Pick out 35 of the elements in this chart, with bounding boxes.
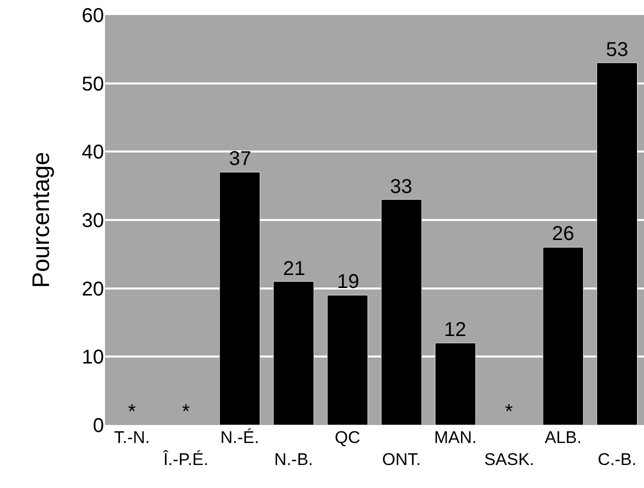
data-label: 26 [552, 223, 574, 245]
bar [596, 62, 638, 425]
y-tick-label: 40 [82, 142, 104, 164]
x-tick-label: T.-N. [114, 428, 150, 447]
bar [542, 247, 584, 425]
data-label: 12 [444, 319, 466, 341]
x-tick-label: Î.-P.É. [162, 450, 208, 470]
y-tick-label: 0 [92, 415, 104, 437]
x-tick-label: ALB. [544, 428, 582, 447]
text: * [182, 401, 190, 423]
bar [380, 199, 422, 425]
x-tick-label: N.-É. [220, 428, 260, 447]
x-tick-label: N.-B. [274, 450, 314, 470]
y-tick-label: 50 [82, 73, 104, 96]
bar [327, 294, 368, 425]
data-label: 19 [337, 271, 360, 293]
bar [434, 342, 476, 425]
y-axis-title: Pourcentage [28, 152, 55, 288]
data-label: 37 [229, 148, 252, 170]
y-tick-label: 10 [82, 346, 104, 369]
text: * [128, 401, 136, 423]
bar [273, 281, 314, 425]
bar [219, 172, 260, 425]
data-label: 33 [390, 176, 412, 198]
data-label: 53 [606, 39, 628, 61]
data-label: 21 [283, 258, 306, 280]
text: * [505, 401, 513, 423]
y-tick-label: 60 [82, 5, 104, 27]
y-tick-label: 20 [82, 278, 104, 300]
x-tick-label: C.-B. [598, 450, 636, 470]
x-tick-label: ONT. [382, 450, 421, 470]
x-tick-label: SASK. [484, 450, 534, 470]
x-tick-label: MAN. [434, 428, 477, 447]
x-tick-label: QC [334, 428, 360, 447]
y-tick-label: 30 [82, 210, 104, 232]
